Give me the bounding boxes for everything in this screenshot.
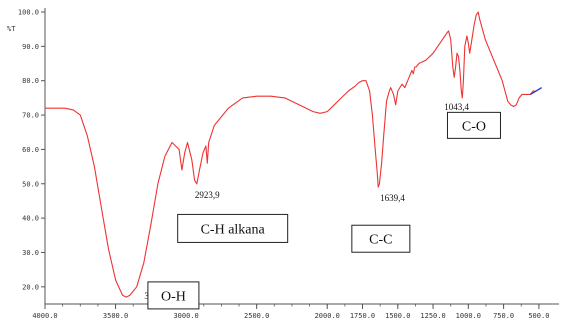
peak-label: 2923,9 [195, 190, 220, 200]
group-label-box [351, 224, 411, 253]
y-tick-label: 60.0 [22, 146, 39, 154]
y-tick-label: 80.0 [22, 77, 39, 85]
plot-area [45, 11, 543, 298]
group-label: C-C [369, 233, 392, 248]
group-label: C-O [462, 119, 486, 134]
spectrum-tail-line [530, 87, 543, 96]
x-tick-label: 750.0 [493, 312, 514, 320]
group-label-box [446, 111, 501, 139]
peak-label: 1639,4 [380, 193, 405, 203]
x-tick-label: 2500.0 [244, 312, 269, 320]
x-tick-label: 3000.0 [173, 312, 198, 320]
spectrum-line [45, 11, 537, 298]
y-tick-label: 90.0 [22, 43, 39, 51]
group-label-box [147, 281, 200, 310]
x-tick-label: 500.0 [528, 312, 549, 320]
x-tick-label: 1250.0 [420, 312, 445, 320]
x-tick-label: 1500.0 [385, 312, 410, 320]
x-tick-label: 4000.0 [32, 312, 57, 320]
group-label: O-H [161, 289, 186, 304]
x-tick-label: 2000.0 [315, 312, 340, 320]
axes: 20.0 30.0 40.0 50.0 60.0 70.0 80.0 90.0 100.0 400… [18, 8, 559, 320]
y-axis-label: %T [7, 25, 16, 33]
x-tick-label: 3500.0 [103, 312, 128, 320]
y-tick-label: 70.0 [22, 112, 39, 120]
x-tick-label: 1750.0 [350, 312, 375, 320]
y-tick-label: 30.0 [22, 249, 39, 257]
y-tick-label: 20.0 [22, 283, 39, 291]
y-tick-label: 50.0 [22, 180, 39, 188]
y-tick-label: 100.0 [18, 9, 39, 17]
x-tick-label: 1000.0 [456, 312, 481, 320]
peak-label: 1043,4 [444, 102, 469, 112]
y-tick-label: 40.0 [22, 215, 39, 223]
group-label: C-H alkana [201, 222, 266, 237]
group-label-box [177, 213, 289, 243]
